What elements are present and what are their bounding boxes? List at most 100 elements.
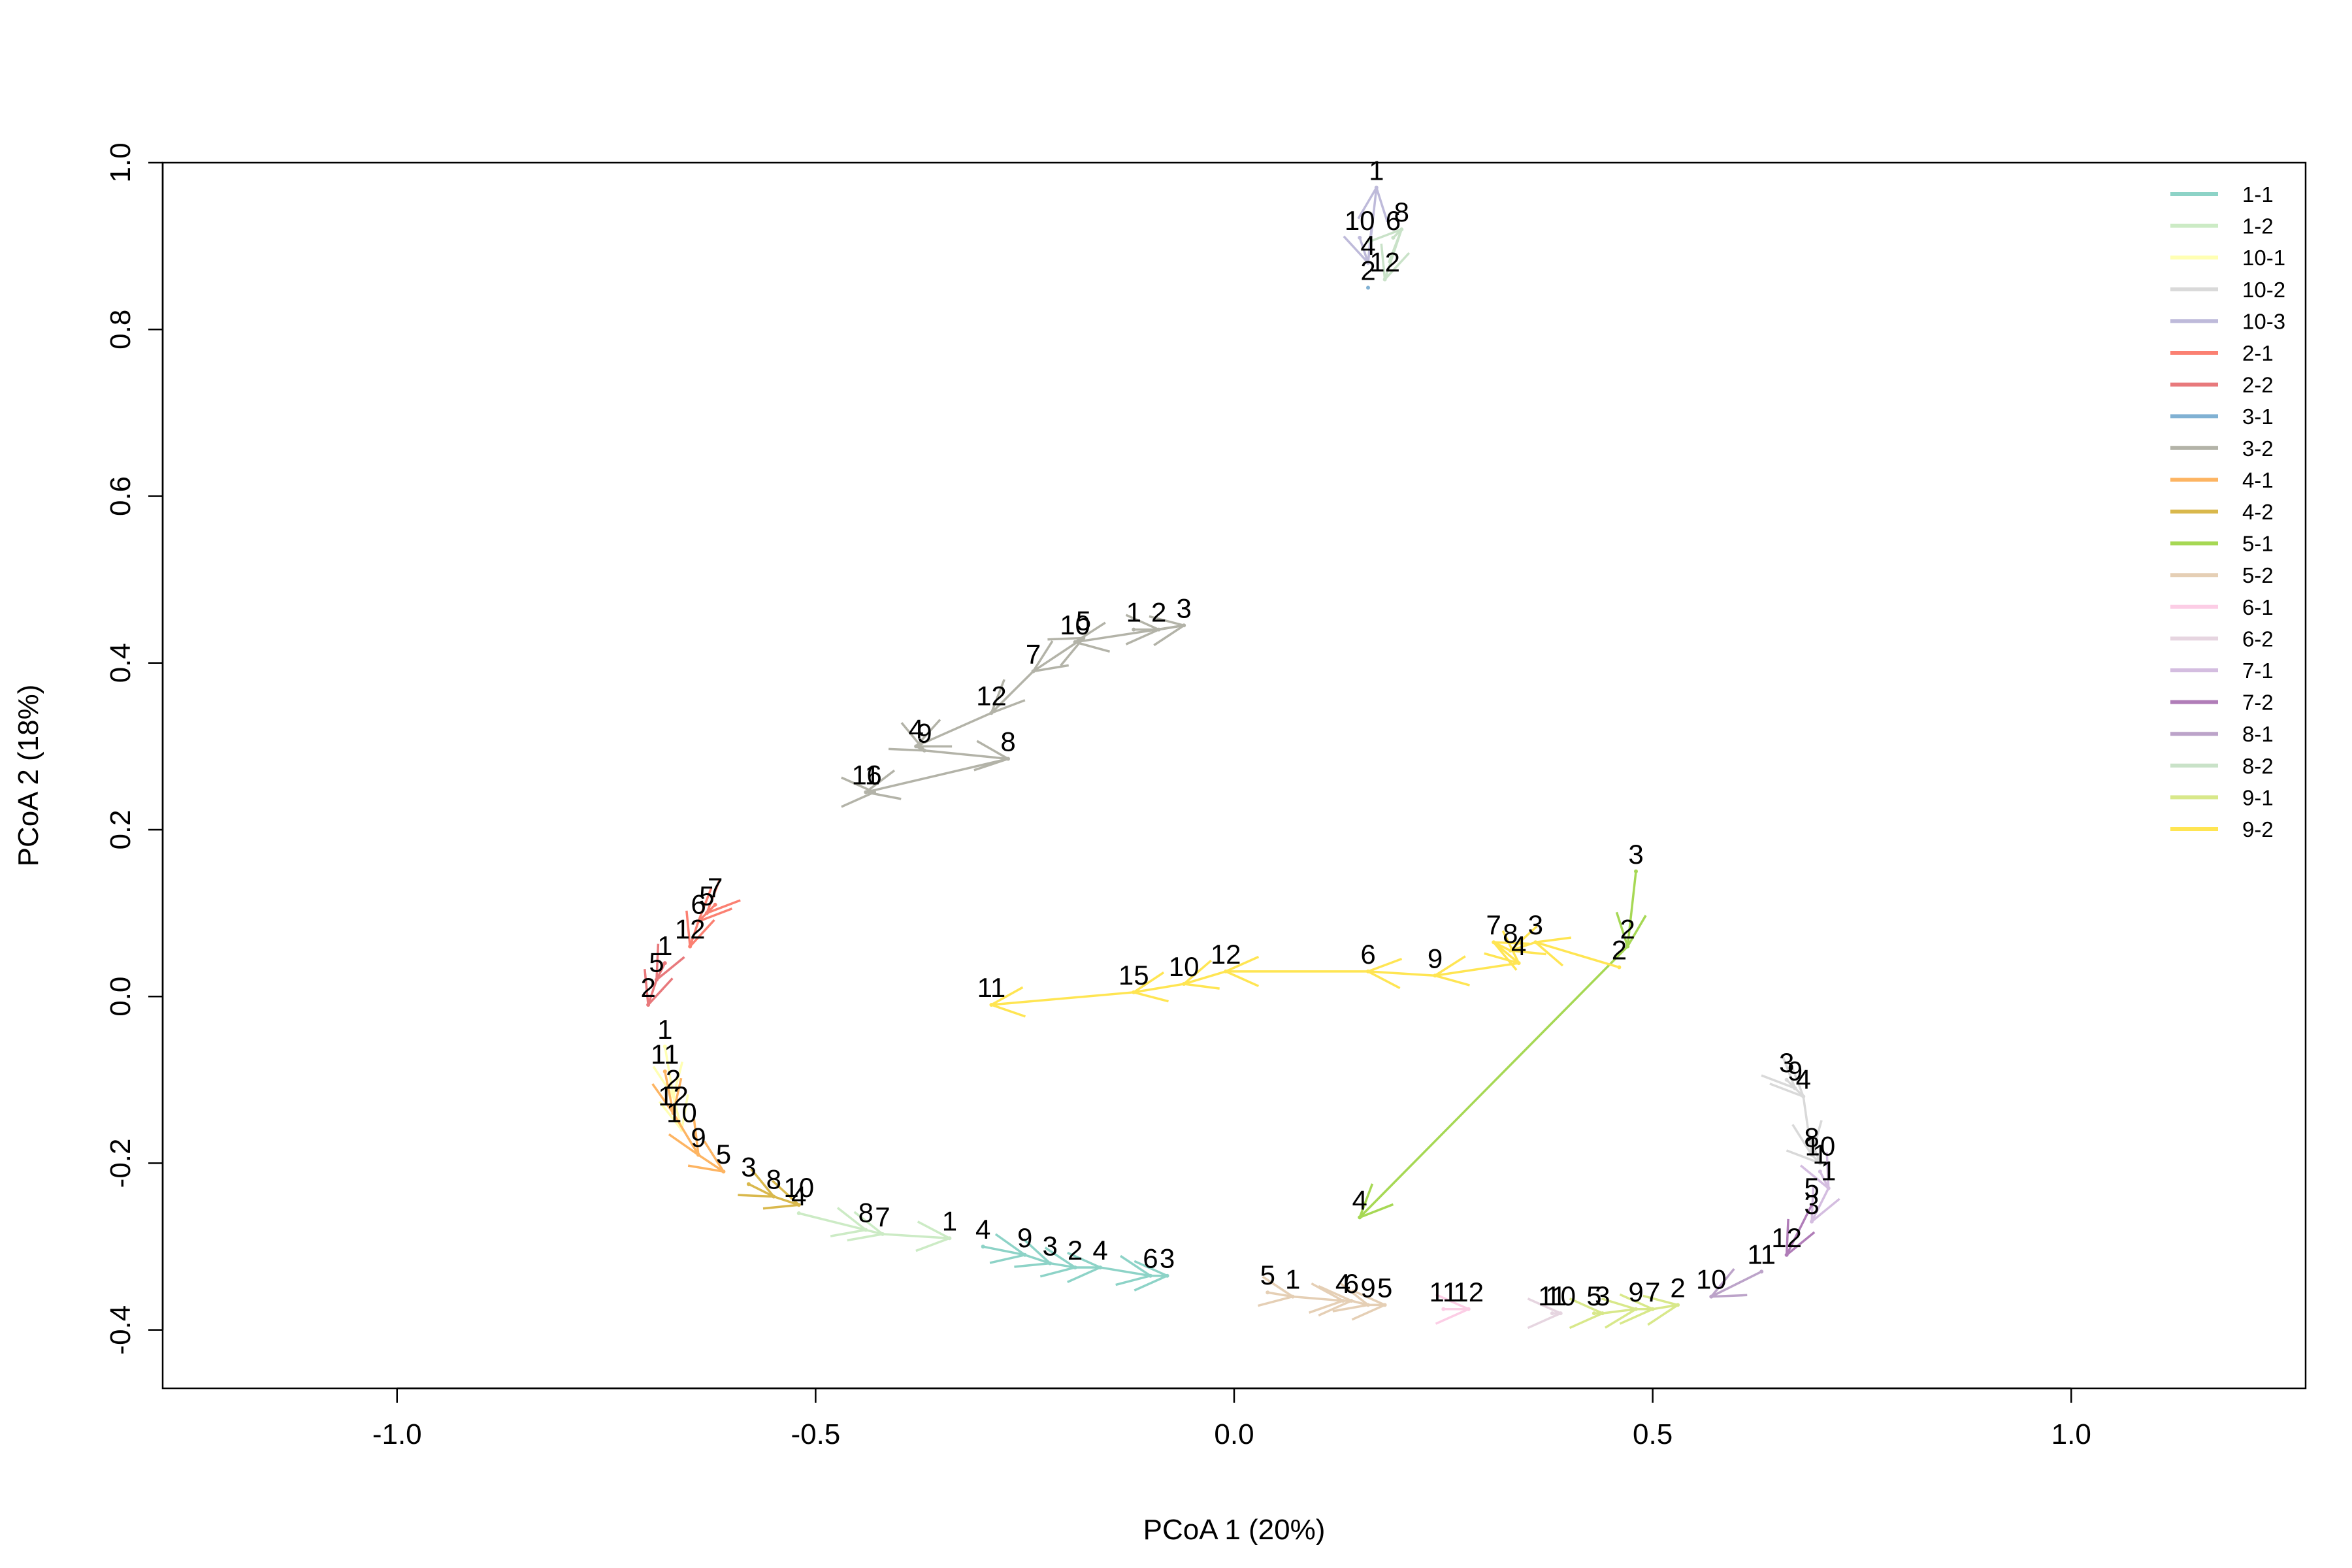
x-tick-label: 0.0 (1214, 1418, 1254, 1450)
legend-label: 9-2 (2242, 817, 2274, 841)
x-tick-label: -1.0 (372, 1418, 422, 1450)
data-point (662, 1044, 667, 1049)
data-point (1022, 1252, 1027, 1257)
trajectory-segment (990, 670, 1034, 714)
point-label: 10 (666, 1097, 697, 1128)
arrow-head (1615, 911, 1629, 947)
arrow-head (1318, 1299, 1352, 1317)
data-point (922, 748, 926, 753)
legend-item: 6-2 (2170, 627, 2274, 651)
legend-label: 6-2 (2242, 627, 2274, 651)
point-label: 5 (1076, 605, 1091, 636)
arrow-head (990, 699, 1026, 714)
point-label: 4 (1335, 1268, 1350, 1299)
arrow-head (1067, 1251, 1101, 1269)
point-label: 3 (1628, 839, 1643, 870)
series-5-1 (1358, 869, 1647, 1220)
arrow-head (697, 887, 713, 922)
data-point (1366, 286, 1370, 290)
data-point (1031, 669, 1036, 674)
series-9-1 (1569, 1293, 1680, 1330)
data-point (1600, 1311, 1605, 1316)
data-point (1165, 1273, 1169, 1278)
arrow-head (1569, 1298, 1603, 1315)
data-point (721, 1169, 726, 1174)
point-label: 10 (1345, 205, 1375, 236)
data-point (1358, 1215, 1362, 1220)
data-point (671, 1111, 676, 1115)
point-label: 10 (1805, 1130, 1836, 1161)
series-4-2 (738, 1168, 801, 1210)
arrow-head (1125, 629, 1160, 645)
series-1-2 (796, 1207, 952, 1252)
point-label: 1 (942, 1205, 957, 1236)
legend-item: 1-2 (2170, 214, 2274, 238)
point-label: 11 (977, 972, 1006, 1003)
arrow-head (1535, 941, 1564, 967)
data-point (864, 1228, 868, 1232)
point-label: 3 (741, 1151, 756, 1182)
arrow-head (1435, 974, 1470, 987)
point-label: 6 (1143, 1243, 1158, 1274)
point-label: 4 (1511, 930, 1526, 961)
legend-item: 8-2 (2170, 754, 2274, 778)
legend-label: 7-1 (2242, 659, 2274, 683)
y-tick-label: 0.8 (105, 310, 137, 350)
legend-item: 5-2 (2170, 563, 2274, 587)
arrow-head (1318, 1284, 1352, 1302)
data-point (914, 744, 919, 749)
arrow-head (1120, 1254, 1151, 1277)
point-label: 5 (1377, 1272, 1392, 1303)
data-point (1634, 1307, 1638, 1311)
trajectory-segment (983, 1245, 1026, 1256)
trajectory-segment (1626, 871, 1637, 947)
arrow-head (689, 919, 715, 947)
arrow-head (990, 1004, 1026, 1018)
point-label: 8 (1503, 918, 1518, 949)
series-1-1 (981, 1233, 1169, 1292)
data-point (796, 1203, 801, 1207)
legend-item: 3-1 (2170, 404, 2274, 429)
trajectory-segment (1024, 1254, 1051, 1265)
y-tick-label: -0.4 (105, 1305, 137, 1355)
data-point (1810, 1152, 1814, 1157)
arrow-head (1225, 955, 1260, 973)
point-label: 10 (783, 1172, 814, 1203)
point-label: 3 (1804, 1189, 1819, 1220)
trajectory-segment (915, 711, 992, 747)
point-label: 5 (716, 1139, 731, 1169)
arrow-head (1785, 1218, 1789, 1255)
legend-label: 10-2 (2242, 278, 2285, 302)
trajectory-segment (1075, 624, 1184, 644)
arrow-head (1789, 1062, 1805, 1097)
arrow-head (841, 776, 875, 794)
arrow-head (1367, 958, 1403, 973)
trajectory-segment (1786, 1204, 1813, 1256)
data-point (696, 1152, 700, 1157)
trajectory-segment (1810, 1187, 1830, 1222)
data-point (1466, 1307, 1471, 1311)
arrow-head (672, 1061, 684, 1097)
point-label: 3 (1160, 1243, 1175, 1274)
legend-item: 2-2 (2170, 373, 2274, 397)
data-point (1709, 1294, 1714, 1299)
data-point (1818, 1161, 1822, 1166)
data-point (1558, 1311, 1563, 1316)
arrow-head (1032, 640, 1054, 672)
arrow-head (1619, 1293, 1654, 1311)
arrow-head (830, 1228, 866, 1237)
point-label: 12 (1771, 1222, 1802, 1253)
arrow-head (1357, 187, 1378, 220)
data-point (671, 1094, 676, 1099)
arrow-head (1380, 243, 1386, 280)
legend-label: 10-1 (2242, 246, 2285, 270)
arrow-head (1309, 1299, 1344, 1314)
point-label: 5 (1804, 1172, 1819, 1203)
data-point (1132, 990, 1136, 994)
arrow-head (1044, 1247, 1076, 1269)
series-7-1 (1800, 1152, 1840, 1224)
data-point (1441, 1307, 1446, 1311)
point-label: 4 (1796, 1064, 1811, 1094)
